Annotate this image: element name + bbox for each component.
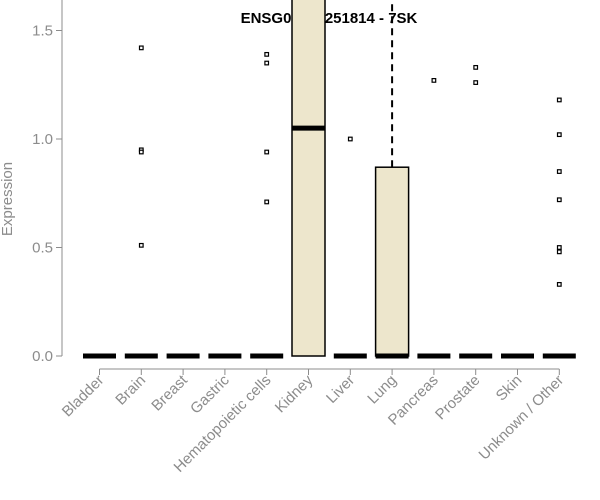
outlier-point xyxy=(264,199,270,205)
outlier-point xyxy=(347,136,353,142)
outlier-point xyxy=(138,242,144,248)
outlier-point xyxy=(431,78,437,83)
y-tick-label: 0.5 xyxy=(32,240,53,257)
y-axis-title: Expression xyxy=(0,162,16,236)
x-tick-label: Liver xyxy=(323,372,358,407)
box-breast xyxy=(166,353,200,359)
outlier-point xyxy=(556,169,562,174)
box-skin xyxy=(501,353,534,359)
chart-title: ENSG00000251814 - 7SK xyxy=(241,10,418,27)
box-prostate xyxy=(459,64,493,359)
outlier-point xyxy=(264,149,270,155)
outlier-point xyxy=(473,80,479,85)
x-tick-label: Kidney xyxy=(272,371,317,416)
outlier-point xyxy=(556,132,562,138)
iqr-box xyxy=(291,0,326,357)
box-hematopoietic-cells xyxy=(250,51,284,359)
x-tick-label: Skin xyxy=(493,372,526,405)
box-liver xyxy=(333,136,367,359)
box-unknown-other xyxy=(542,97,576,359)
outlier-point xyxy=(264,51,270,57)
y-tick-label: 0.0 xyxy=(32,348,53,365)
x-tick-label: Breast xyxy=(148,371,191,414)
box-kidney xyxy=(291,0,326,357)
y-axis: 0.00.51.01.52.02.5 xyxy=(32,0,63,365)
x-tick-label: Lung xyxy=(364,372,400,408)
outlier-point xyxy=(556,249,562,255)
box-lung xyxy=(374,0,410,359)
outlier-point xyxy=(556,97,562,103)
outlier-point xyxy=(138,45,144,51)
x-tick-label: Brain xyxy=(112,372,149,409)
outlier-point xyxy=(556,245,562,250)
outlier-point xyxy=(264,60,270,66)
box-brain xyxy=(124,45,158,359)
x-tick-label: Bladder xyxy=(59,372,108,421)
box-series xyxy=(83,0,576,359)
box-pancreas xyxy=(417,78,451,359)
outlier-point xyxy=(473,64,479,70)
outlier-point xyxy=(556,197,562,203)
outlier-point xyxy=(138,149,144,155)
y-tick-label: 1.5 xyxy=(32,23,53,40)
iqr-box xyxy=(374,166,410,357)
y-tick-label: 1.0 xyxy=(32,131,53,148)
x-tick-label: Prostate xyxy=(432,372,484,424)
outlier-point xyxy=(556,281,562,287)
